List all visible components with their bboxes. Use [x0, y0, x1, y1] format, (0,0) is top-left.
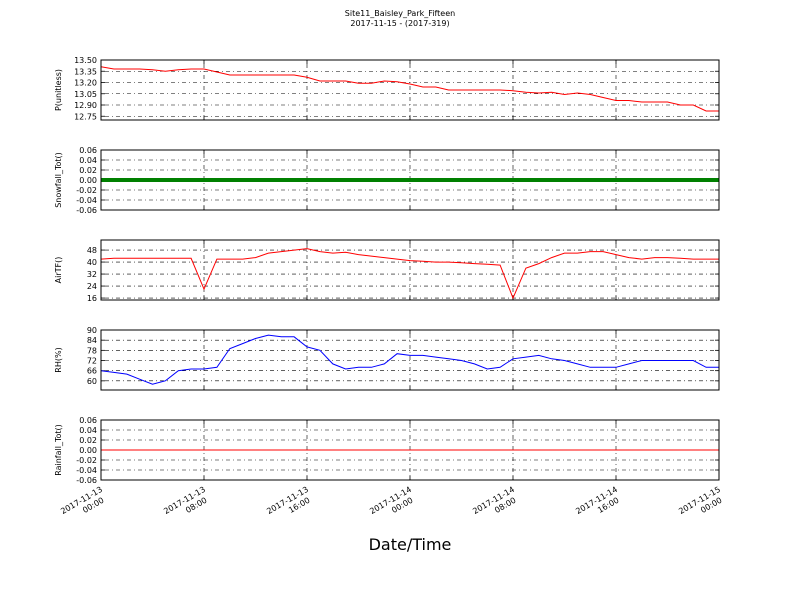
- y-tick-label: 16: [87, 294, 97, 303]
- y-tick-label: 48: [87, 246, 97, 255]
- y-tick-label: 24: [87, 282, 97, 291]
- y-tick-label: 0.06: [79, 416, 97, 425]
- y-tick-label: 60: [87, 377, 97, 386]
- plot-frame: [100, 59, 720, 121]
- y-tick-label: 13.35: [74, 67, 97, 76]
- y-tick-label: 32: [87, 270, 97, 279]
- y-tick-label: 0.00: [79, 176, 97, 185]
- y-axis-label: Rainfall_Tot(): [54, 424, 63, 476]
- y-tick-label: -0.06: [76, 206, 97, 215]
- plot-frame: [100, 329, 720, 391]
- y-tick-label: -0.06: [76, 476, 97, 485]
- y-tick-label: 12.90: [74, 101, 97, 110]
- y-tick-label: -0.04: [76, 196, 97, 205]
- y-axis-label: RH(%): [54, 347, 63, 372]
- y-tick-label: 78: [87, 346, 97, 355]
- data-line: [100, 66, 719, 112]
- data-line: [100, 248, 719, 300]
- data-line: [100, 334, 719, 385]
- y-tick-label: 0.02: [79, 166, 97, 175]
- y-axis-label: AirTF(): [54, 257, 63, 284]
- y-tick-label: -0.04: [76, 466, 97, 475]
- y-tick-label: 0.04: [79, 426, 97, 435]
- y-tick-label: 72: [87, 357, 97, 366]
- chart-subtitle: 2017-11-15 - (2017-319): [350, 19, 449, 28]
- y-tick-label: 66: [87, 367, 97, 376]
- plot-frame: [100, 149, 720, 211]
- y-tick-label: 13.20: [74, 79, 97, 88]
- chart-title: Site11_Baisley_Park_Fifteen: [345, 9, 455, 18]
- y-tick-label: 90: [87, 326, 97, 335]
- y-tick-label: 0.06: [79, 146, 97, 155]
- plot-frame: [100, 239, 720, 301]
- y-tick-label: 40: [87, 258, 97, 267]
- y-tick-label: 13.50: [74, 56, 97, 65]
- y-tick-label: 13.05: [74, 90, 97, 99]
- x-axis-label: Date/Time: [369, 535, 452, 554]
- y-tick-label: 84: [87, 336, 97, 345]
- y-axis-label: P(unitless): [54, 69, 63, 111]
- y-tick-label: 12.75: [74, 112, 97, 121]
- y-tick-label: 0.04: [79, 156, 97, 165]
- y-tick-label: 0.02: [79, 436, 97, 445]
- y-tick-label: -0.02: [76, 186, 97, 195]
- y-axis-label: Snowfall_Tot(): [54, 152, 63, 208]
- plot-frame: [100, 419, 720, 481]
- y-tick-label: 0.00: [79, 446, 97, 455]
- y-tick-label: -0.02: [76, 456, 97, 465]
